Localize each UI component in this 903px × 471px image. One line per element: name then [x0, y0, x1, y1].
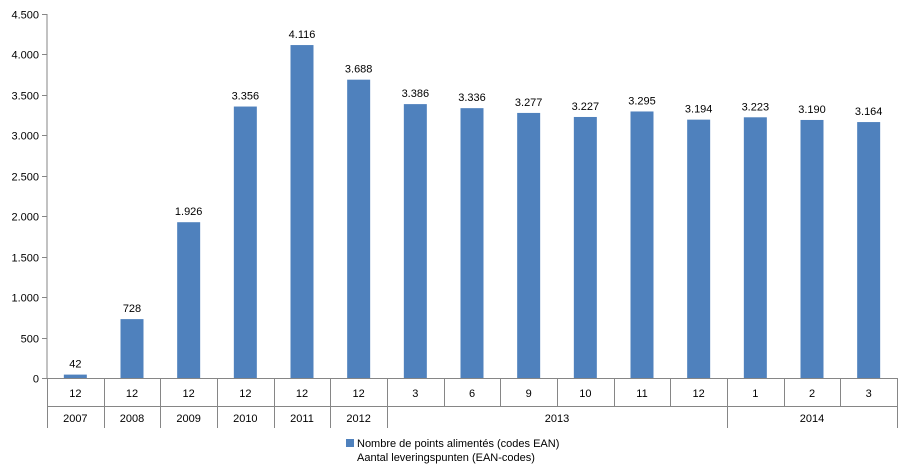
x-month-label: 12	[239, 388, 251, 400]
data-label: 3.336	[458, 92, 486, 104]
x-year-label: 2011	[290, 413, 314, 425]
x-month-label: 3	[866, 388, 872, 400]
x-month-label: 12	[183, 388, 195, 400]
data-label: 3.190	[798, 104, 826, 116]
x-year-label: 2013	[545, 413, 569, 425]
data-label: 3.295	[628, 95, 656, 107]
bar	[630, 111, 654, 379]
x-month-label: 9	[526, 388, 532, 400]
x-month-label: 12	[296, 388, 308, 400]
y-tick-label: 1.500	[11, 253, 39, 265]
y-axis: 0 500 1.000 1.500 2.000 2.500 3.000 3.500 4.000 4…	[11, 10, 48, 386]
bar	[857, 122, 881, 378]
data-label: 3.386	[402, 88, 430, 100]
x-year-label: 2014	[800, 413, 824, 425]
y-tick-label: 500	[21, 334, 39, 346]
x-month-label: 3	[412, 388, 418, 400]
y-tick-label: 2.000	[11, 212, 39, 224]
bar	[233, 106, 257, 378]
x-year-label: 2008	[120, 413, 144, 425]
data-label: 3.223	[742, 101, 770, 113]
legend-swatch	[346, 439, 354, 447]
data-label: 3.277	[515, 97, 543, 109]
bar	[120, 319, 144, 378]
y-tick-label: 0	[33, 374, 39, 386]
data-label: 4.116	[289, 29, 316, 41]
x-month-label: 10	[579, 388, 591, 400]
x-month-label: 12	[353, 388, 365, 400]
data-label: 3.356	[232, 91, 260, 103]
x-month-label: 6	[469, 388, 475, 400]
bars	[63, 45, 881, 379]
y-tick-label: 2.500	[11, 172, 39, 184]
y-tick-label: 3.500	[11, 91, 39, 103]
bar	[177, 222, 201, 378]
x-year-label: 2009	[176, 413, 200, 425]
bar	[800, 119, 824, 378]
bar	[687, 119, 711, 378]
data-label: 3.688	[345, 64, 373, 76]
legend-entry: Nombre de points alimentés (codes EAN)	[346, 437, 559, 451]
bar	[460, 108, 484, 378]
x-month-label: 1	[752, 388, 758, 400]
x-month-label: 12	[69, 388, 81, 400]
x-year-label: 2012	[346, 413, 370, 425]
x-month-label: 2	[809, 388, 815, 400]
bar	[63, 374, 87, 378]
bar	[403, 104, 427, 378]
data-label: 728	[123, 303, 141, 315]
x-month-label: 12	[126, 388, 138, 400]
data-label: 3.227	[572, 101, 600, 113]
legend-label-alt: Aantal leveringspunten (EAN-codes)	[357, 452, 535, 464]
bar	[743, 117, 767, 379]
data-label: 42	[69, 359, 81, 371]
bar	[573, 116, 597, 378]
data-label: 3.194	[685, 104, 713, 116]
x-month-label: 12	[693, 388, 705, 400]
legend-label: Nombre de points alimentés (codes EAN)	[357, 438, 560, 450]
data-label: 1.926	[175, 206, 203, 218]
legend: Nombre de points alimentés (codes EAN) A…	[346, 437, 559, 465]
bar	[290, 45, 314, 378]
y-tick-label: 1.000	[11, 293, 39, 305]
x-month-label: 11	[636, 388, 647, 400]
data-label: 3.164	[855, 106, 883, 118]
bar	[347, 79, 371, 379]
y-tick-label: 3.000	[11, 131, 39, 143]
y-tick-label: 4.000	[11, 50, 39, 62]
y-tick-label: 4.500	[11, 10, 39, 22]
data-labels: 42 728 1.926 3.356 4.116 3.688 3.386 3.336 3.277…	[69, 29, 882, 371]
x-year-label: 2007	[63, 413, 87, 425]
x-year-label: 2010	[233, 413, 257, 425]
bar	[517, 112, 541, 378]
